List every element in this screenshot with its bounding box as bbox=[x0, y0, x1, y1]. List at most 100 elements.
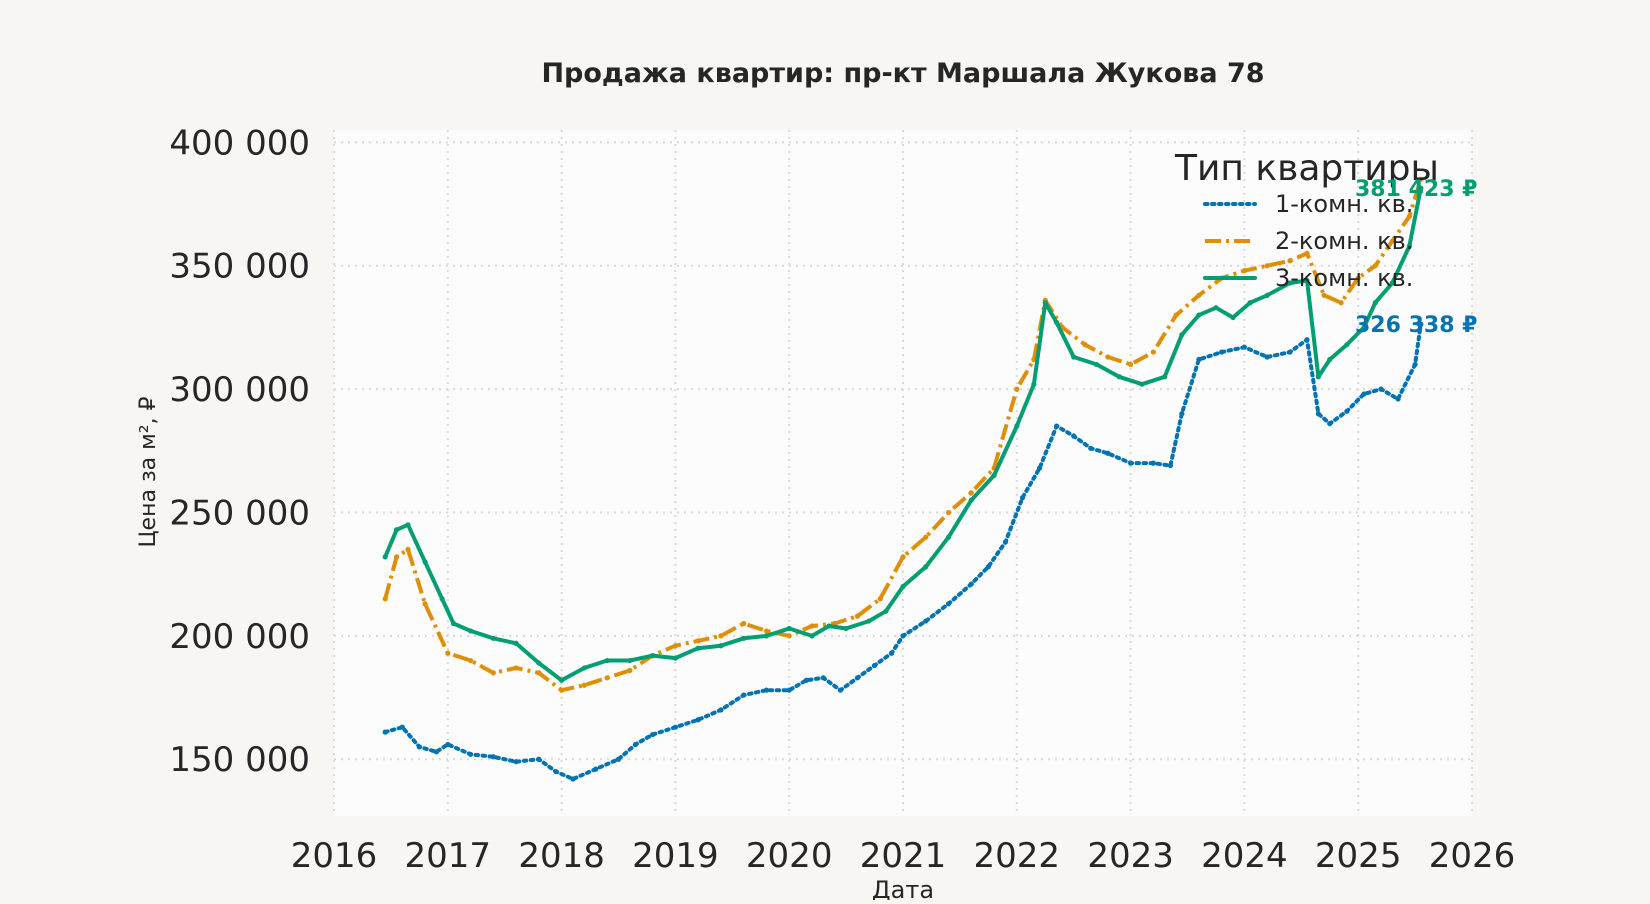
data-point bbox=[820, 675, 826, 681]
data-point bbox=[513, 759, 519, 765]
data-point bbox=[1019, 495, 1026, 501]
data-point bbox=[889, 650, 895, 656]
data-point bbox=[1082, 342, 1088, 348]
x-tick-label: 2025 bbox=[1315, 836, 1402, 876]
data-point bbox=[1088, 445, 1094, 451]
data-point bbox=[1264, 354, 1270, 360]
data-point bbox=[968, 490, 974, 496]
data-point bbox=[422, 559, 428, 565]
data-point bbox=[1287, 280, 1293, 286]
data-point bbox=[490, 670, 496, 676]
data-point bbox=[393, 527, 400, 533]
data-point bbox=[513, 665, 519, 671]
data-point bbox=[1054, 423, 1060, 429]
data-point bbox=[1304, 250, 1310, 256]
data-point bbox=[763, 633, 770, 639]
data-point bbox=[1264, 292, 1270, 298]
data-point bbox=[763, 687, 770, 693]
data-point bbox=[1036, 465, 1043, 471]
data-point bbox=[393, 554, 400, 560]
data-point bbox=[1287, 349, 1293, 355]
data-point bbox=[1241, 344, 1247, 350]
data-point bbox=[945, 509, 952, 516]
x-tick-label: 2016 bbox=[291, 836, 378, 876]
data-point bbox=[467, 657, 474, 664]
data-point bbox=[536, 756, 542, 762]
data-point bbox=[672, 643, 679, 649]
end-labels: 326 338 ₽ 381 423 ₽ bbox=[1355, 177, 1477, 338]
data-point bbox=[490, 635, 496, 641]
data-point bbox=[854, 675, 861, 681]
data-point bbox=[786, 633, 792, 639]
data-point bbox=[490, 754, 496, 760]
data-point bbox=[1150, 460, 1156, 466]
data-point bbox=[467, 751, 474, 757]
data-point bbox=[1389, 280, 1395, 286]
data-point bbox=[627, 667, 633, 674]
x-tick-label: 2023 bbox=[1087, 836, 1174, 876]
data-point bbox=[553, 768, 559, 775]
data-point bbox=[883, 608, 889, 614]
data-point bbox=[405, 546, 411, 553]
data-point bbox=[1014, 386, 1020, 392]
data-point bbox=[1287, 258, 1293, 264]
data-point bbox=[985, 564, 991, 570]
data-point bbox=[1054, 319, 1060, 326]
data-point bbox=[945, 601, 952, 607]
data-point bbox=[1264, 263, 1270, 269]
data-point bbox=[1105, 450, 1111, 456]
data-point bbox=[1093, 361, 1100, 368]
legend-label-2: 2-комн. кв. bbox=[1275, 227, 1413, 255]
y-tick-label: 300 000 bbox=[169, 370, 310, 410]
data-point bbox=[650, 731, 656, 738]
data-point bbox=[1344, 342, 1350, 348]
data-point bbox=[1338, 300, 1344, 306]
data-point bbox=[467, 628, 474, 634]
data-point bbox=[718, 643, 724, 649]
data-point bbox=[718, 707, 724, 713]
data-point bbox=[786, 687, 792, 693]
data-point bbox=[1014, 423, 1020, 429]
data-point bbox=[672, 655, 679, 661]
data-point bbox=[1219, 349, 1225, 355]
data-point bbox=[382, 729, 388, 735]
data-point bbox=[1418, 321, 1424, 327]
legend-label-3: 3-комн. кв. bbox=[1275, 264, 1413, 292]
data-point bbox=[1031, 381, 1037, 387]
data-point bbox=[900, 583, 906, 590]
grid bbox=[333, 130, 1473, 816]
data-point bbox=[1327, 421, 1333, 427]
y-tick-label: 200 000 bbox=[169, 617, 310, 657]
data-point bbox=[450, 620, 457, 627]
data-point bbox=[1304, 277, 1310, 284]
data-point bbox=[1150, 349, 1156, 355]
data-point bbox=[1412, 361, 1418, 368]
data-point bbox=[695, 645, 701, 651]
data-point bbox=[1162, 374, 1168, 380]
data-point bbox=[923, 618, 929, 624]
data-point bbox=[422, 601, 428, 607]
y-tick-label: 400 000 bbox=[169, 123, 310, 163]
series-group bbox=[382, 176, 1424, 782]
y-tick-label: 150 000 bbox=[169, 740, 310, 780]
end-value-label-1: 326 338 ₽ bbox=[1355, 313, 1477, 338]
data-point bbox=[559, 677, 565, 683]
data-point bbox=[1071, 354, 1077, 360]
data-point bbox=[871, 662, 878, 669]
data-point bbox=[1196, 312, 1202, 318]
data-point bbox=[1361, 391, 1367, 397]
data-point bbox=[1173, 312, 1179, 318]
x-tick-label: 2018 bbox=[518, 836, 605, 876]
data-point bbox=[741, 620, 747, 627]
y-axis-label: Цена за м², ₽ bbox=[136, 396, 161, 547]
data-point bbox=[809, 633, 815, 639]
x-tick-label: 2019 bbox=[632, 836, 719, 876]
data-point bbox=[1071, 433, 1077, 439]
y-tick-label: 350 000 bbox=[169, 247, 310, 287]
data-point bbox=[650, 653, 656, 659]
data-point bbox=[439, 596, 445, 602]
data-point bbox=[1355, 275, 1361, 281]
data-point bbox=[1378, 386, 1384, 392]
